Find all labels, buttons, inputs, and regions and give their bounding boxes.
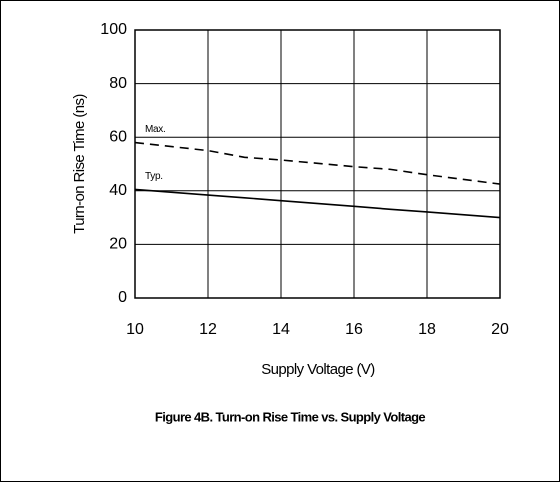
x-axis-label: Supply Voltage (V) bbox=[261, 361, 375, 378]
y-tick-label: 80 bbox=[109, 75, 127, 92]
y-tick-label: 40 bbox=[109, 182, 127, 199]
plot-frame bbox=[134, 29, 501, 299]
y-tick-label: 20 bbox=[109, 236, 127, 253]
chart-title: Figure 4B. Turn-on Rise Time vs. Supply … bbox=[155, 409, 425, 424]
y-axis-label: Turn-on Rise Time (ns) bbox=[71, 94, 88, 234]
x-tick-label: 14 bbox=[272, 321, 290, 338]
series-line bbox=[134, 141, 501, 185]
series-line bbox=[134, 188, 501, 219]
x-tick-label: 12 bbox=[199, 321, 217, 338]
x-tick-label: 18 bbox=[418, 321, 436, 338]
y-tick-label: 100 bbox=[100, 21, 127, 38]
annotation: Typ. bbox=[145, 171, 163, 182]
y-tick-label: 60 bbox=[109, 128, 127, 145]
x-tick-label: 10 bbox=[126, 321, 144, 338]
annotation: Max. bbox=[145, 124, 165, 135]
x-tick-label: 20 bbox=[491, 321, 509, 338]
x-tick-label: 16 bbox=[345, 321, 363, 338]
y-tick-label: 0 bbox=[118, 289, 127, 306]
